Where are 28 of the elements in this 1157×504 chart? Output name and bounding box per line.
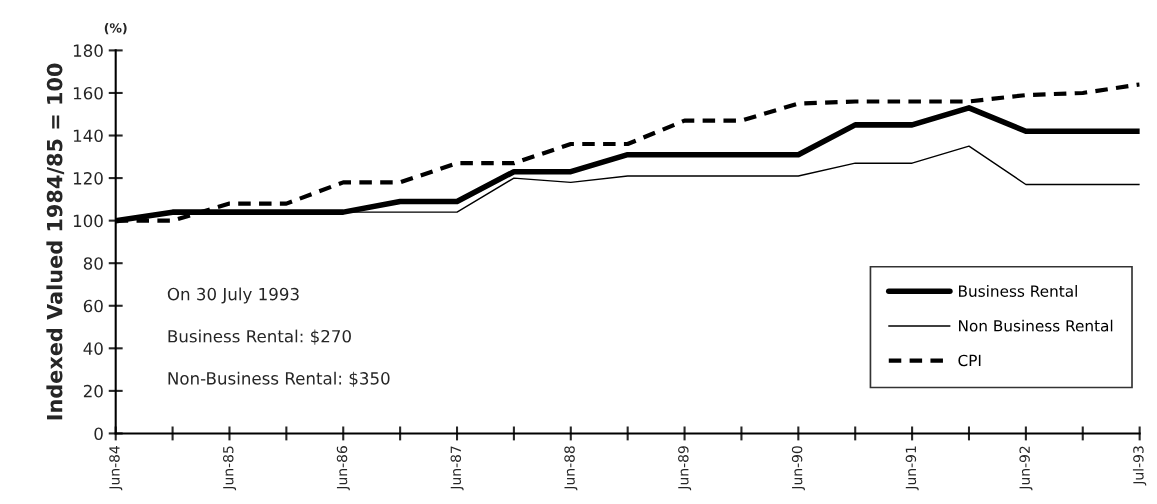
legend-label: Non Business Rental [959,319,1113,332]
y-axis-title: Indexed Valued 1984/85 = 100 [46,63,65,420]
y-tick-label: 160 [73,86,103,100]
x-tick-label: Jun-89 [678,446,692,491]
annotation: Non-Business Rental: $350 [168,371,390,387]
y-tick-label: 60 [83,299,103,313]
x-tick-label: Jun-84 [109,446,123,491]
x-tick-label: Jun-87 [450,446,464,491]
y-tick-label: 80 [83,257,103,270]
x-tick-label: Jun-88 [564,446,578,491]
y-tick-label: 40 [83,342,103,355]
text: (%) [104,22,127,35]
annotation: On 30 July 1993 [167,287,299,304]
y-tick-label: 100 [73,214,103,228]
x-tick-label: Jun-86 [336,446,350,491]
y-tick-label: 120 [73,172,103,185]
x-tick-label: Jun-91 [905,446,919,491]
x-tick-label: Jun-85 [223,446,237,491]
y-tick-label: 180 [73,44,103,57]
y-tick-label: 140 [73,129,103,143]
x-tick-label: Jul-93 [1132,446,1147,486]
y-tick-label: 20 [83,384,103,398]
annotation: Business Rental: $270 [168,329,351,345]
y-tick-label: 0 [94,427,103,441]
x-tick-label: Jun-92 [1019,446,1033,491]
x-tick-label: Jun-90 [791,446,805,491]
legend-label: CPI [958,354,981,367]
legend-label: Business Rental [959,285,1077,297]
